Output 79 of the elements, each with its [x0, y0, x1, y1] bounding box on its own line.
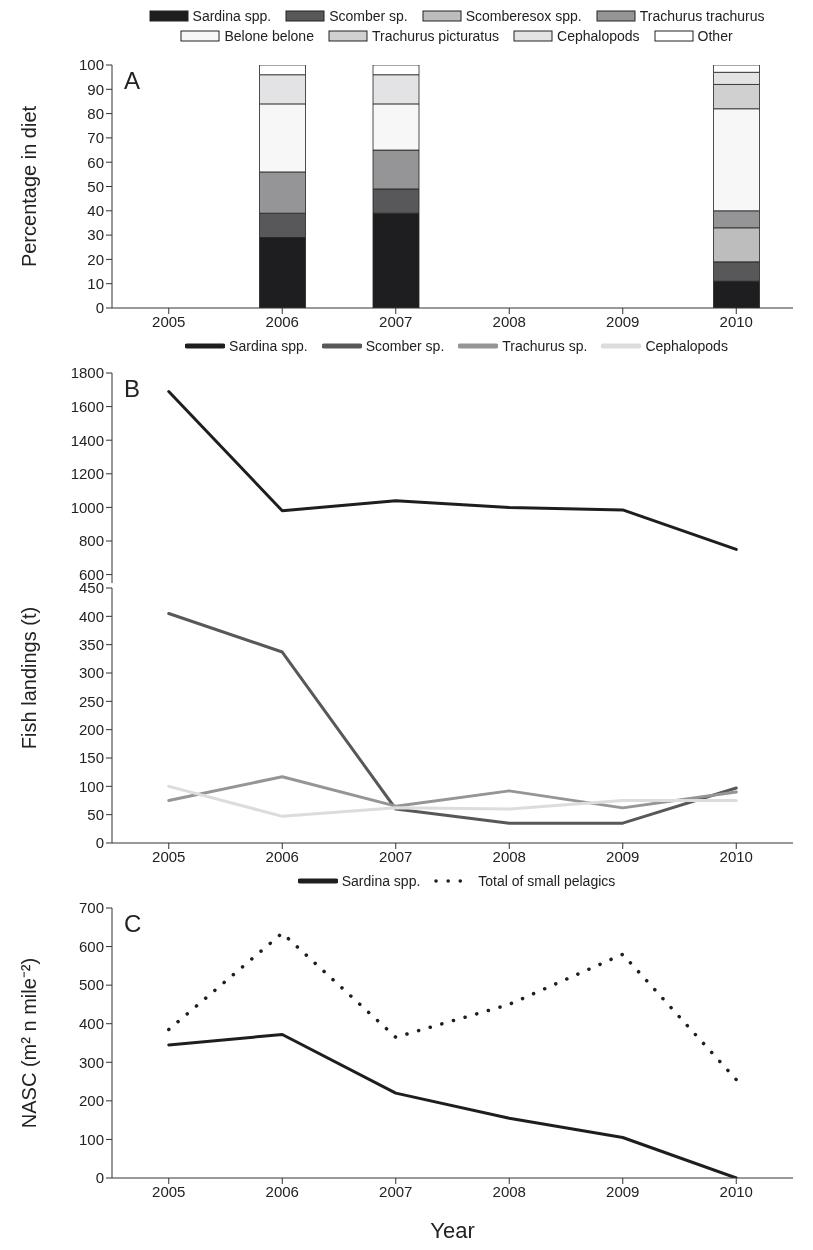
legend-label: Sardina spp. [341, 873, 421, 889]
x-tick-label: 2006 [265, 1182, 299, 1200]
y-tick-label: 400 [78, 607, 104, 625]
y-tick-label: 250 [78, 692, 104, 710]
y-tick-label: 70 [87, 129, 104, 147]
y-tick-label: 50 [87, 177, 104, 195]
legend-label: Other [697, 28, 733, 44]
y-tick-label: 600 [78, 937, 104, 955]
y-tick-label: 1600 [70, 397, 104, 415]
x-tick-label: 2009 [606, 312, 640, 330]
y-tick-label: 100 [78, 777, 104, 795]
y-tick-label: 350 [78, 635, 104, 653]
y-tick-label: 1800 [70, 364, 104, 382]
x-tick-label: 2008 [492, 1182, 526, 1200]
x-tick-label: 2008 [492, 312, 526, 330]
x-tick-label: 2005 [152, 312, 186, 330]
legend-label: Trachurus sp. [502, 338, 588, 354]
y-tick-label: 1000 [70, 498, 104, 516]
x-axis-title: Year [430, 1218, 475, 1243]
y-tick-label: 0 [95, 1169, 104, 1187]
line-series [167, 931, 738, 1082]
line-series [167, 775, 738, 810]
y-tick-label: 0 [95, 299, 104, 317]
x-tick-label: 2007 [379, 847, 413, 865]
y-tick-label: 300 [78, 1053, 104, 1071]
legend-label: Total of small pelagics [478, 873, 616, 889]
x-tick-label: 2007 [379, 312, 413, 330]
y-tick-label: 500 [78, 976, 104, 994]
y-tick-label: 30 [87, 226, 104, 244]
legend-label: Trachurus picturatus [371, 28, 500, 44]
x-tick-label: 2005 [152, 1182, 186, 1200]
y-tick-label: 50 [87, 805, 104, 823]
y-axis-title: Percentage in diet [18, 105, 40, 268]
x-tick-label: 2010 [719, 312, 753, 330]
line-series [167, 612, 738, 825]
x-tick-label: 2005 [152, 847, 186, 865]
y-tick-label: 150 [78, 749, 104, 767]
x-tick-label: 2008 [492, 847, 526, 865]
y-tick-label: 1200 [70, 465, 104, 483]
x-tick-label: 2006 [265, 847, 299, 865]
legend-label: Belone belone [224, 28, 314, 44]
y-axis-title: NASC (m² n mile⁻²) [18, 957, 40, 1129]
x-tick-label: 2009 [606, 847, 640, 865]
legend-label: Scomberesox spp. [465, 8, 582, 24]
y-tick-label: 1400 [70, 431, 104, 449]
y-tick-label: 800 [78, 532, 104, 550]
y-tick-label: 40 [87, 202, 104, 220]
legend-label: Trachurus trachurus [639, 8, 765, 24]
y-tick-label: 200 [78, 720, 104, 738]
y-tick-label: 400 [78, 1015, 104, 1033]
line-series [167, 784, 738, 818]
x-tick-label: 2010 [719, 1182, 753, 1200]
y-tick-label: 90 [87, 80, 104, 98]
annotation: C [124, 910, 142, 938]
y-tick-label: 300 [78, 664, 104, 682]
legend-label: Scomber sp. [329, 8, 408, 24]
y-axis-title: Fish landings (t) [18, 606, 40, 750]
y-tick-label: 20 [87, 250, 104, 268]
legend-label: Cephalopods [557, 28, 640, 44]
x-tick-label: 2007 [379, 1182, 413, 1200]
x-tick-label: 2010 [719, 847, 753, 865]
legend-label: Cephalopods [645, 338, 728, 354]
y-tick-label: 700 [78, 899, 104, 917]
y-tick-label: 60 [87, 153, 104, 171]
line-series [167, 389, 738, 551]
legend-label: Sardina spp. [192, 8, 272, 24]
y-tick-label: 100 [78, 1130, 104, 1148]
legend-label: Sardina spp. [229, 338, 308, 354]
y-tick-label: 0 [95, 834, 104, 852]
annotation: A [124, 67, 141, 95]
legend-label: Scomber sp. [365, 338, 445, 354]
x-tick-label: 2006 [265, 312, 299, 330]
line-series [167, 1033, 738, 1178]
y-tick-label: 100 [78, 56, 104, 74]
y-tick-label: 200 [78, 1092, 104, 1110]
x-tick-label: 2009 [606, 1182, 640, 1200]
annotation: B [124, 375, 141, 403]
y-tick-label: 10 [87, 275, 104, 293]
y-tick-label: 80 [87, 104, 104, 122]
